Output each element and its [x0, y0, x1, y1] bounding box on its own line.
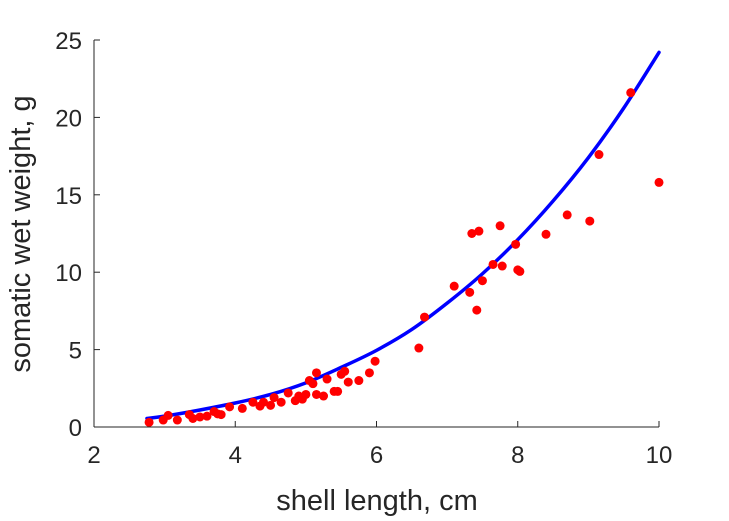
x-tick-label: 2	[87, 442, 100, 469]
data-point	[449, 281, 459, 291]
fitted-curve-line	[145, 50, 661, 421]
y-tick-label: 15	[55, 183, 82, 210]
data-point	[472, 305, 482, 315]
y-tick-label: 5	[69, 338, 82, 365]
data-point	[248, 397, 258, 407]
data-point	[144, 417, 154, 427]
data-point	[594, 150, 604, 160]
data-point	[585, 216, 595, 226]
data-point	[370, 356, 380, 366]
x-tick-label: 4	[229, 442, 242, 469]
y-tick-label: 10	[55, 260, 82, 287]
data-point	[311, 389, 321, 399]
data-point	[308, 379, 318, 389]
data-point	[195, 412, 205, 422]
y-tick-label: 25	[55, 28, 82, 55]
data-point	[225, 402, 235, 412]
data-point	[322, 374, 332, 384]
data-point	[188, 413, 198, 423]
data-point	[626, 88, 636, 98]
data-point	[259, 397, 268, 407]
data-point	[364, 368, 374, 378]
data-point	[301, 389, 311, 399]
data-point	[541, 229, 551, 239]
data-point	[414, 343, 424, 353]
plot-area	[144, 50, 664, 427]
y-axis-label: somatic wet weight, g	[5, 95, 37, 372]
data-point	[354, 376, 364, 386]
data-point	[488, 259, 498, 269]
data-point	[511, 239, 521, 249]
x-tick-label: 10	[646, 442, 673, 469]
x-tick-label: 6	[370, 442, 383, 469]
data-point	[340, 366, 350, 376]
data-point	[266, 400, 276, 410]
data-point	[465, 287, 475, 297]
axes: 2 4 6 8 10 0 5 10 15 20 25	[55, 28, 672, 469]
y-tick-label: 0	[69, 415, 82, 442]
data-point	[497, 261, 507, 271]
x-tick-label: 8	[511, 442, 524, 469]
data-point	[562, 210, 572, 220]
data-point	[515, 266, 525, 276]
data-point	[477, 276, 487, 286]
data-point	[467, 229, 477, 238]
data-point	[420, 312, 430, 322]
data-point	[343, 377, 353, 387]
data-point	[654, 177, 664, 187]
data-point	[333, 386, 343, 396]
data-point	[474, 226, 484, 236]
data-point	[495, 221, 505, 231]
data-point	[283, 388, 293, 398]
data-point	[276, 397, 286, 407]
data-point	[237, 403, 247, 413]
data-point	[202, 411, 212, 421]
data-point	[216, 410, 226, 420]
data-point	[163, 410, 173, 420]
data-point	[319, 391, 329, 401]
data-point	[311, 368, 321, 378]
data-point	[269, 393, 279, 403]
y-tick-label: 20	[55, 105, 82, 132]
x-axis-label: shell length, cm	[276, 485, 478, 517]
data-point	[172, 415, 182, 425]
